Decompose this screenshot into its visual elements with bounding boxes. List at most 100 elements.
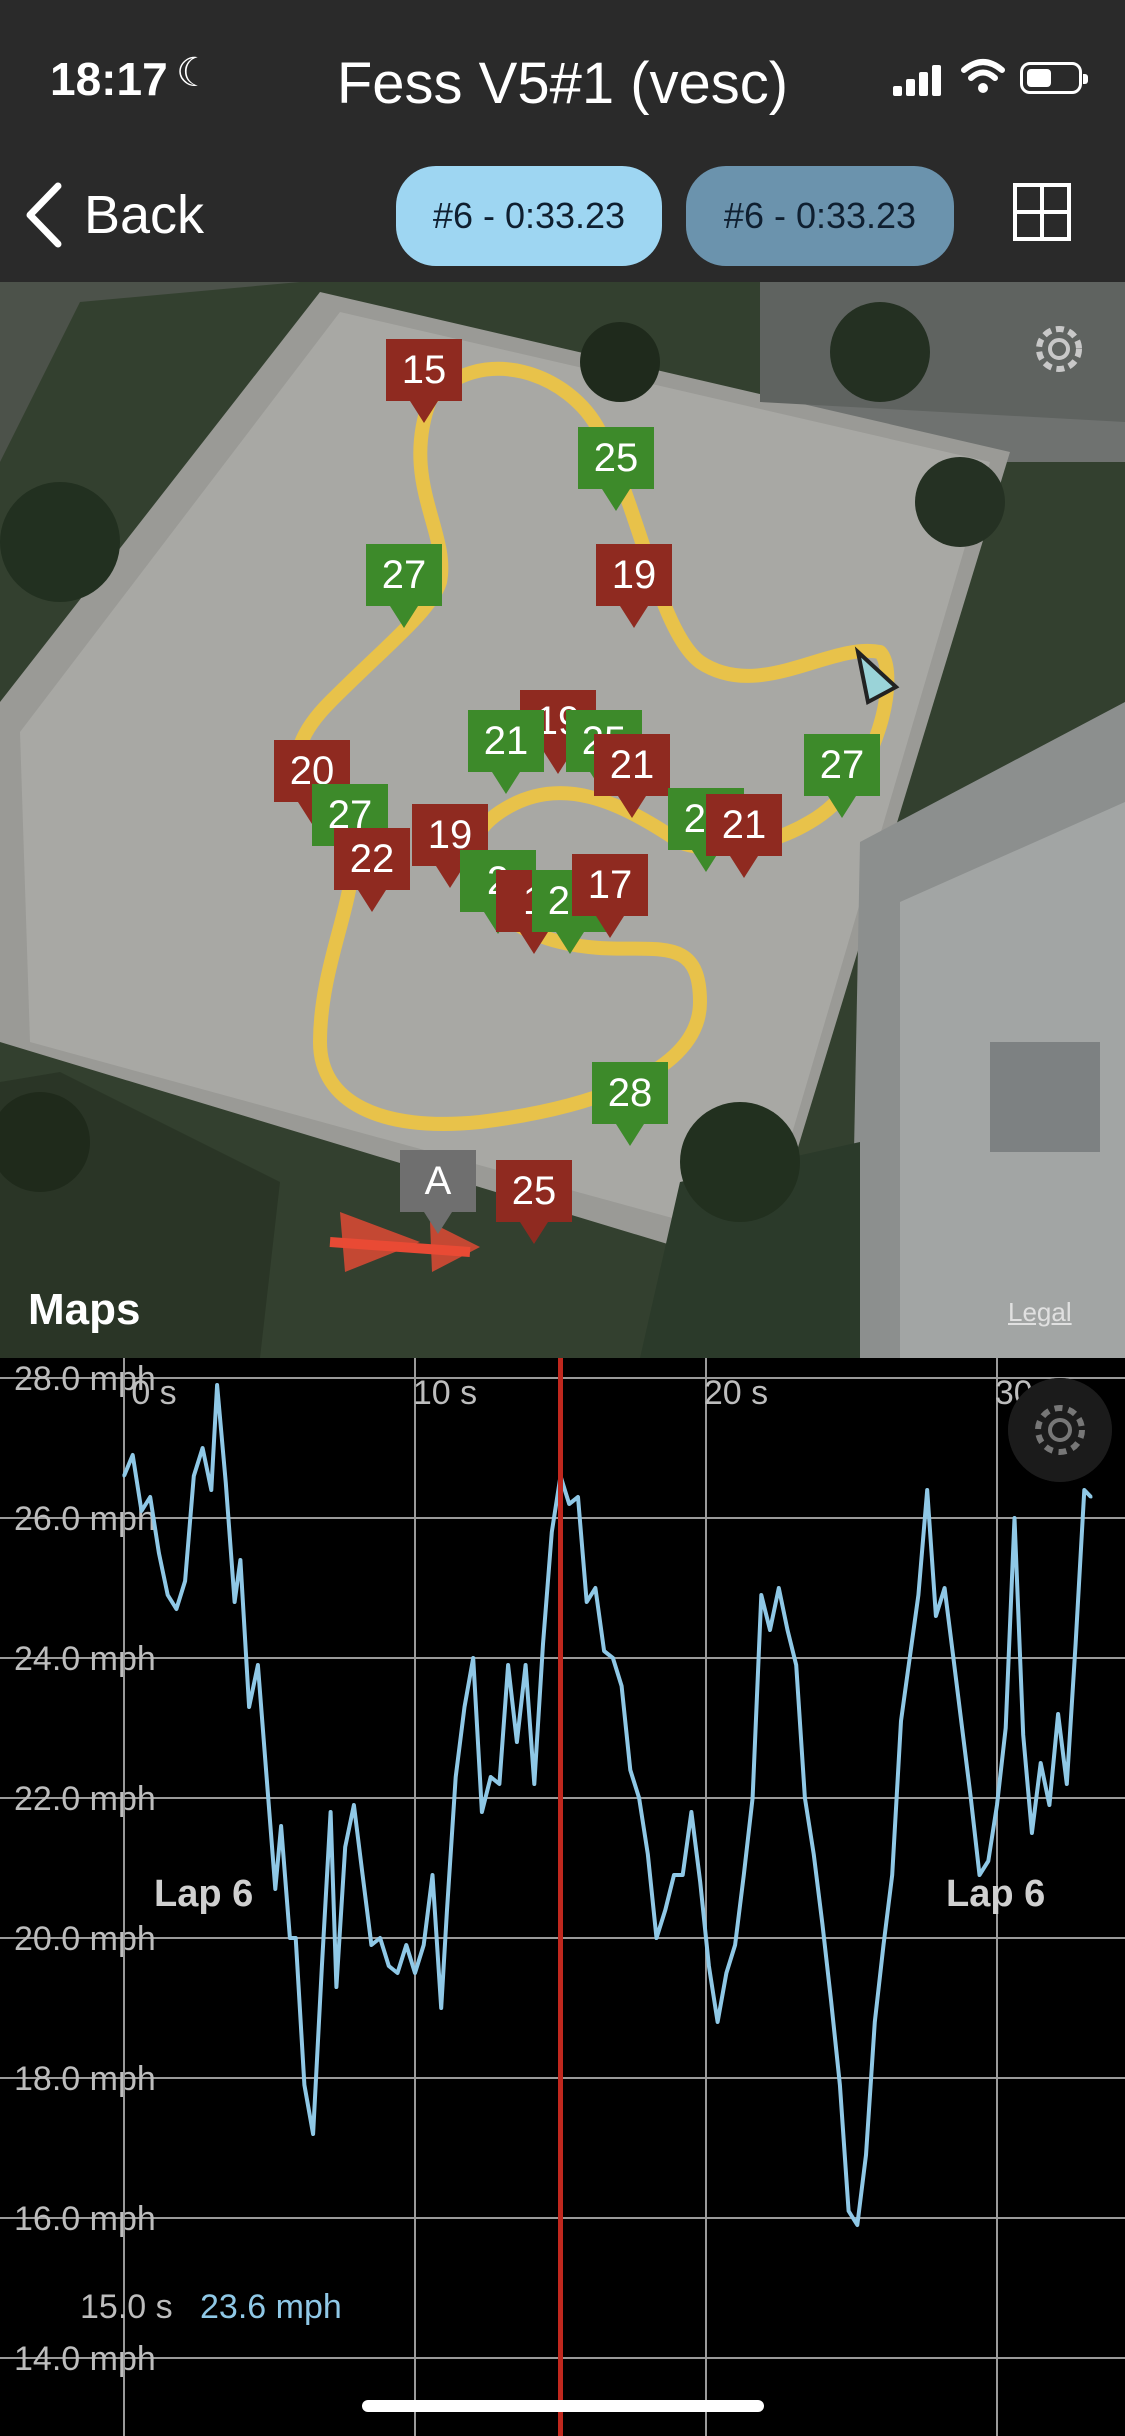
speed-data-point xyxy=(320,1964,324,1968)
speed-data-point xyxy=(140,1509,143,1513)
back-label: Back xyxy=(84,185,205,245)
speed-data-point xyxy=(716,2020,720,2024)
speed-data-point xyxy=(361,1873,365,1877)
speed-marker[interactable]: 19 xyxy=(596,544,672,628)
speed-data-point xyxy=(820,1922,824,1926)
speed-marker[interactable]: 21 xyxy=(594,734,670,818)
speed-data-point xyxy=(201,1446,205,1450)
speed-data-point xyxy=(279,1824,283,1828)
speed-data-point xyxy=(445,1908,449,1912)
speed-data-point xyxy=(1074,1642,1078,1646)
speed-data-point xyxy=(480,1810,484,1814)
speed-data-point xyxy=(233,1600,237,1604)
speed-data-point xyxy=(742,1873,746,1877)
x-tick-label: 20 s xyxy=(704,1374,768,1412)
y-tick-label: 20.0 mph xyxy=(14,1920,156,1958)
speed-data-point xyxy=(463,1705,466,1709)
lap-start-marker[interactable]: A xyxy=(400,1150,476,1234)
speed-data-point xyxy=(471,1656,475,1660)
speed-data-point xyxy=(497,1782,501,1786)
speed-marker[interactable]: 25 xyxy=(496,1160,572,1244)
moon-icon: ☾ xyxy=(176,51,212,95)
speed-data-point xyxy=(969,1796,973,1800)
apple-maps-logo: Maps xyxy=(28,1285,140,1335)
speed-data-point xyxy=(532,1782,536,1786)
speed-data-point xyxy=(192,1474,196,1478)
cursor-time-readout: 15.0 s xyxy=(80,2288,173,2326)
grid-layout-icon[interactable] xyxy=(1012,182,1072,242)
speed-data-point xyxy=(1004,1726,1008,1730)
speed-data-point xyxy=(655,1936,658,1940)
battery-icon xyxy=(1020,62,1088,94)
home-indicator[interactable] xyxy=(362,2400,764,2412)
speed-data-point xyxy=(1065,1782,1069,1786)
maps-label: Maps xyxy=(28,1285,141,1334)
speed-marker[interactable]: 17 xyxy=(572,854,648,938)
speed-data-point xyxy=(550,1530,554,1534)
speed-marker[interactable]: 27 xyxy=(366,544,442,628)
speed-data-point xyxy=(131,1453,135,1457)
speed-data-point xyxy=(803,1796,807,1800)
speed-data-point xyxy=(925,1488,929,1492)
speed-data-point xyxy=(238,1558,242,1562)
cursor-speed-readout: 23.6 mph xyxy=(200,2288,342,2326)
lap-selector-primary[interactable]: #6 - 0:33.23 xyxy=(396,166,662,266)
speed-data-point xyxy=(611,1656,615,1660)
speed-data-point xyxy=(672,1873,676,1877)
speed-data-point xyxy=(620,1684,624,1688)
speed-data-point xyxy=(707,1964,711,1968)
window-title: Fess V5#1 (vesc) xyxy=(336,51,789,116)
speed-data-point xyxy=(224,1481,228,1485)
speed-data-point xyxy=(593,1586,597,1590)
map-settings-gear-icon[interactable] xyxy=(1026,316,1092,382)
speed-marker[interactable]: 28 xyxy=(592,1062,668,1146)
speed-marker[interactable]: 15 xyxy=(386,339,462,423)
speed-data-point xyxy=(960,1726,964,1730)
speed-marker[interactable]: 21 xyxy=(706,794,782,878)
speed-data-point xyxy=(951,1656,955,1660)
speed-data-point xyxy=(524,1663,528,1667)
speed-data-point xyxy=(294,1936,298,1940)
speed-data-point xyxy=(256,1663,260,1667)
speed-data-point xyxy=(838,2083,842,2087)
speed-data-point xyxy=(396,1971,399,1975)
status-time: 18:17 xyxy=(50,53,168,105)
speed-data-point xyxy=(724,1971,728,1975)
speed-data-point xyxy=(794,1663,798,1667)
speed-data-point xyxy=(431,1873,434,1877)
chart-settings-gear-icon[interactable] xyxy=(1008,1378,1112,1482)
satellite-map[interactable]: 15252719192125212720272521221921221728A2… xyxy=(0,282,1125,1358)
speed-data-point xyxy=(541,1642,545,1646)
speed-data-point xyxy=(768,1628,772,1632)
speed-marker[interactable]: 25 xyxy=(578,427,654,511)
speed-marker[interactable]: 27 xyxy=(804,734,880,818)
speed-marker[interactable]: 22 xyxy=(334,828,410,912)
y-tick-label: 28.0 mph xyxy=(14,1360,156,1398)
speed-data-point xyxy=(751,1796,755,1800)
speed-data-point xyxy=(576,1495,580,1499)
legal-link[interactable]: Legal xyxy=(1008,1297,1072,1327)
back-button[interactable]: Back xyxy=(24,180,204,250)
chevron-left-icon xyxy=(26,182,62,248)
speed-data-point xyxy=(343,1845,347,1849)
speed-data-point xyxy=(352,1803,356,1807)
speed-data-point xyxy=(847,2209,851,2213)
y-tick-label: 24.0 mph xyxy=(14,1640,156,1678)
speed-data-point xyxy=(148,1495,152,1499)
speed-data-point xyxy=(404,1943,408,1947)
speed-data-point xyxy=(247,1705,251,1709)
speed-data-point xyxy=(934,1614,938,1618)
lap-selector-compare[interactable]: #6 - 0:33.23 xyxy=(686,166,954,266)
y-tick-label: 14.0 mph xyxy=(14,2340,156,2378)
speed-data-point xyxy=(1056,1712,1060,1716)
speed-data-point xyxy=(215,1383,219,1387)
x-tick-label: 10 s xyxy=(413,1374,477,1412)
speed-data-point xyxy=(311,2132,315,2136)
speed-chart[interactable]: 28.0 mph 26.0 mph 24.0 mph 22.0 mph 20.0 mph… xyxy=(0,1358,1125,2436)
speed-data-point xyxy=(585,1600,589,1604)
speed-marker[interactable]: 21 xyxy=(468,710,544,794)
y-tick-label: 18.0 mph xyxy=(14,2060,156,2098)
cellular-signal-icon xyxy=(893,62,943,96)
y-tick-label: 16.0 mph xyxy=(14,2200,156,2238)
speed-data-point xyxy=(378,1936,382,1940)
